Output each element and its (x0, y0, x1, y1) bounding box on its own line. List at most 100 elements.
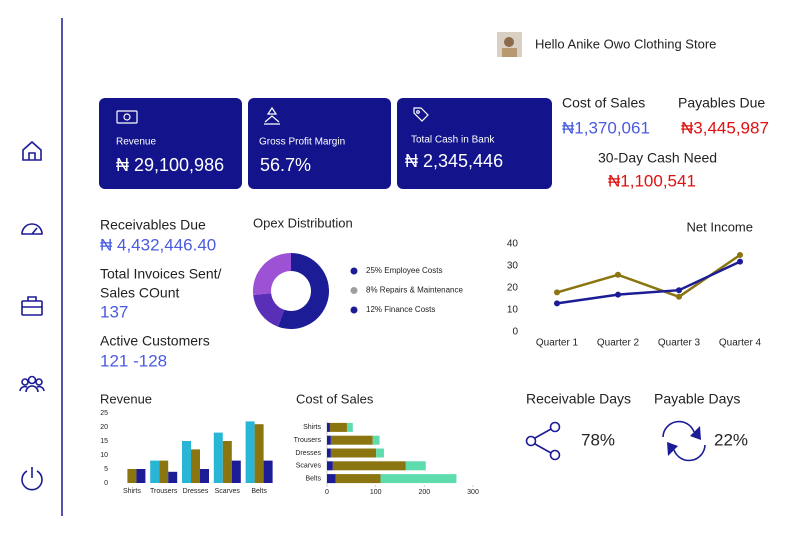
bar-segment (346, 422, 353, 432)
metric-label: Payables Due (678, 95, 765, 111)
card-value: ₦ 2,345,446 (405, 151, 503, 171)
nav-briefcase[interactable] (21, 296, 43, 316)
metric-label: Receivables Due (100, 217, 206, 233)
bar-segment (327, 422, 330, 432)
card-value: ₦ 29,100,986 (116, 155, 224, 175)
metric-label: Total Invoices Sent/ (100, 266, 222, 282)
nav-gauge[interactable] (21, 223, 43, 235)
y-tick-label: 10 (507, 305, 519, 316)
y-tick-label: Belts (305, 475, 321, 482)
card (99, 98, 242, 189)
line-point (554, 289, 560, 296)
line-point (615, 271, 621, 278)
pie-slice (253, 293, 285, 327)
legend-marker (350, 287, 358, 294)
y-tick-label: 40 (507, 239, 519, 250)
legend-label: 25% Employee Costs (366, 266, 442, 275)
line-point (737, 252, 743, 258)
days-value: 78% (581, 430, 615, 449)
bar-segment (335, 474, 381, 484)
x-tick-label: 0 (325, 489, 329, 496)
bar-segment (330, 435, 373, 445)
line-point (615, 291, 621, 298)
metric-value: 137 (100, 302, 128, 321)
metric-value: ₦ 4,432,446.40 (100, 235, 216, 254)
y-tick-label: 15 (100, 438, 108, 445)
x-tick-label: Quarter 4 (719, 338, 762, 349)
bar-segment (327, 461, 333, 471)
metric-value: 121 -128 (100, 351, 167, 370)
x-tick-label: Trousers (150, 488, 178, 495)
y-tick-label: Trousers (294, 437, 322, 444)
x-tick-label: 100 (370, 489, 382, 496)
bar (150, 460, 160, 483)
bar-segment (332, 461, 406, 471)
nav-home[interactable] (22, 140, 42, 161)
bar (159, 460, 169, 483)
y-tick-label: 10 (100, 452, 108, 459)
bar (213, 432, 223, 483)
pie-slice (252, 253, 291, 295)
avatar (497, 32, 522, 57)
sync-icon (662, 420, 706, 462)
bar-segment (329, 422, 347, 432)
share-icon (525, 421, 561, 461)
metric-value: ₦1,100,541 (608, 171, 696, 190)
nav-power[interactable] (21, 467, 43, 491)
legend-label: 8% Repairs & Maintenance (366, 286, 463, 295)
bar (127, 469, 137, 483)
y-tick-label: 5 (104, 466, 108, 473)
nav-customers[interactable] (19, 375, 45, 393)
card (397, 98, 552, 189)
y-tick-label: 30 (507, 261, 519, 272)
legend-marker (350, 267, 358, 275)
chart-title: Revenue (100, 391, 152, 406)
days-value: 22% (714, 430, 748, 449)
card-label: Revenue (116, 137, 156, 148)
line-series (556, 253, 741, 299)
line-point (676, 293, 682, 300)
bar-segment (327, 448, 331, 458)
bar (182, 441, 191, 483)
bar (136, 469, 146, 483)
bar-segment (376, 448, 384, 458)
y-tick-label: 0 (512, 327, 518, 338)
bar (222, 441, 232, 483)
card-label: Gross Profit Margin (259, 137, 345, 148)
x-tick-label: Scarves (215, 488, 241, 495)
bar (191, 449, 200, 483)
greeting: Hello Anike Owo Clothing Store (535, 36, 716, 51)
x-tick-label: 200 (418, 489, 430, 496)
x-tick-label: 300 (467, 489, 479, 496)
pie-slice (278, 253, 329, 329)
y-tick-label: Scarves (296, 463, 322, 470)
bar (231, 460, 241, 483)
legend-label: 12% Finance Costs (366, 305, 435, 314)
bar-segment (380, 474, 457, 484)
legend-marker (350, 306, 358, 314)
bar-segment (405, 461, 426, 471)
chart-title: Opex Distribution (253, 215, 353, 230)
metric-value: ₦1,370,061 (562, 118, 650, 137)
line-point (554, 300, 560, 307)
bar (200, 469, 209, 483)
bar (168, 471, 178, 483)
x-tick-label: Belts (251, 488, 267, 495)
bar-segment (372, 435, 380, 445)
card-icon (413, 107, 429, 122)
days-label: Payable Days (654, 391, 740, 407)
x-tick-label: Quarter 2 (597, 338, 640, 349)
card-icon (264, 106, 280, 125)
line-point (737, 258, 743, 265)
days-label: Receivable Days (526, 391, 631, 407)
y-tick-label: 0 (104, 480, 108, 487)
y-tick-label: Shirts (303, 424, 321, 431)
metric-label: Sales COunt (100, 285, 179, 301)
line-series (556, 260, 741, 305)
card (248, 98, 391, 189)
line-point (676, 287, 682, 294)
chart-title: Cost of Sales (296, 391, 374, 406)
x-tick-label: Quarter 1 (536, 338, 579, 349)
chart-title: Net Income (687, 219, 753, 234)
